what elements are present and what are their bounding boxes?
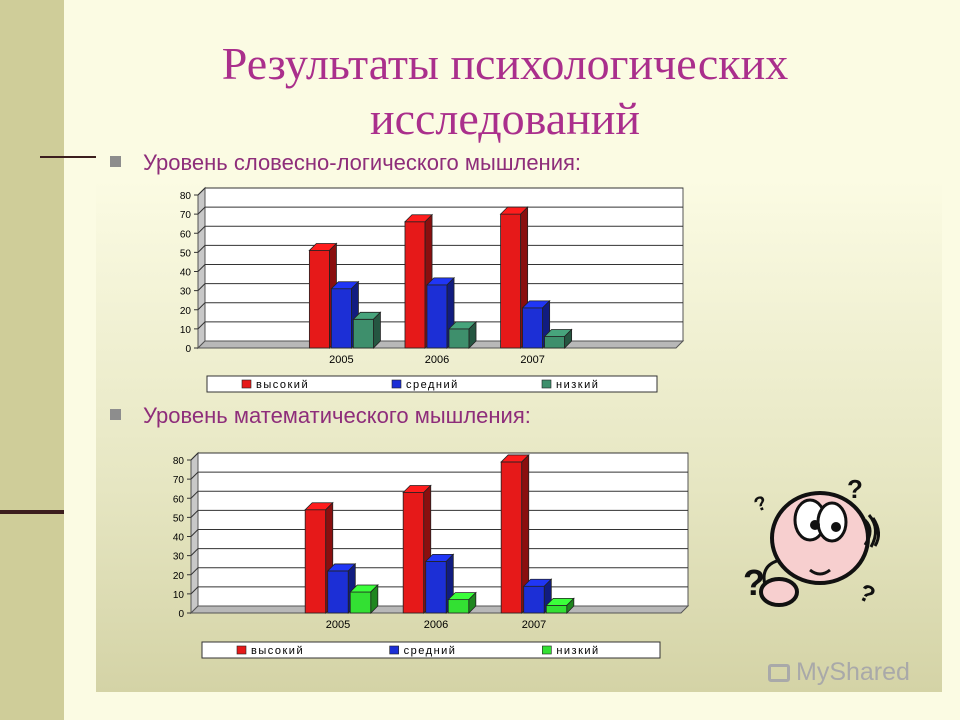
y-tick-label: 40 <box>173 533 185 544</box>
bar-средний-2005 <box>327 570 349 614</box>
thinking-person-icon: ? ? ? ? <box>743 474 880 610</box>
bullet-math-text: Уровень математического мышления: <box>143 403 531 428</box>
svg-text:?: ? <box>847 474 863 504</box>
legend-swatch-средний <box>389 645 399 655</box>
myshared-logo-icon <box>768 664 790 682</box>
legend-label-средний: средний <box>404 645 457 657</box>
bullet-square-icon <box>110 156 121 167</box>
divider-line-top <box>40 156 96 158</box>
legend-label-высокий: высокий <box>251 645 304 657</box>
y-tick-label: 50 <box>180 248 192 259</box>
y-tick-label: 80 <box>173 456 185 467</box>
bullet-verbal-logic-text: Уровень словесно-логического мышления: <box>143 150 582 175</box>
y-tick-label: 60 <box>180 229 192 240</box>
bullet-math: Уровень математического мышления: <box>110 403 531 429</box>
y-tick-label: 30 <box>173 552 185 563</box>
gridline <box>190 452 688 461</box>
bullet-verbal-logic: Уровень словесно-логического мышления: <box>110 150 581 176</box>
x-tick-label: 2005 <box>329 354 353 366</box>
title-line-1: Результаты психологических <box>221 38 789 89</box>
bar-side-низкий-2005 <box>373 311 381 349</box>
legend-swatch-низкий <box>541 379 552 389</box>
bar-высокий-2007 <box>500 461 523 614</box>
bar-side-низкий-2006 <box>468 591 477 614</box>
bar-side-низкий-2007 <box>566 597 575 614</box>
y-tick-label: 40 <box>180 268 192 279</box>
legend-swatch-средний <box>391 379 402 389</box>
gridline <box>197 187 683 196</box>
legend-label-низкий: низкий <box>556 379 599 391</box>
svg-text:?: ? <box>751 492 770 517</box>
y-tick-label: 70 <box>173 475 185 486</box>
svg-text:?: ? <box>743 562 765 603</box>
y-tick-label: 50 <box>173 513 185 524</box>
y-tick-label: 10 <box>173 590 185 601</box>
bar-side-низкий-2006 <box>468 320 477 349</box>
y-tick-label: 0 <box>178 609 184 620</box>
bar-side-низкий-2005 <box>370 583 379 614</box>
slide-title: Результаты психологических исследований <box>100 36 910 146</box>
x-tick-label: 2006 <box>424 619 448 631</box>
bar-низкий-2007 <box>545 604 568 614</box>
bar-высокий-2006 <box>402 492 425 614</box>
bar-низкий-2005 <box>349 591 372 614</box>
legend-swatch-высокий <box>236 645 247 655</box>
y-tick-label: 0 <box>185 344 191 355</box>
bar-side-низкий-2007 <box>564 328 573 349</box>
y-tick-label: 30 <box>180 287 192 298</box>
side-decoration-bar <box>0 0 64 720</box>
x-tick-label: 2005 <box>326 619 350 631</box>
svg-text:?: ? <box>854 579 879 610</box>
y-tick-label: 70 <box>180 210 192 221</box>
title-line-2: исследований <box>369 93 640 144</box>
watermark: MyShared <box>768 658 910 687</box>
legend-swatch-низкий <box>542 645 552 655</box>
y-tick-label: 80 <box>180 191 192 202</box>
bar-средний-2006 <box>425 560 447 614</box>
legend-swatch-высокий <box>241 379 252 389</box>
divider-line-bottom <box>0 510 64 514</box>
legend-label-средний: средний <box>406 379 459 391</box>
watermark-text: MyShared <box>796 658 910 686</box>
y-tick-label: 20 <box>180 306 192 317</box>
bullet-square-icon <box>110 409 121 420</box>
x-tick-label: 2007 <box>520 354 544 366</box>
legend-label-высокий: высокий <box>256 379 309 391</box>
x-tick-label: 2006 <box>425 354 449 366</box>
y-tick-label: 10 <box>180 325 192 336</box>
bar-низкий-2006 <box>447 599 470 614</box>
bar-высокий-2005 <box>304 509 327 614</box>
x-tick-label: 2007 <box>522 619 546 631</box>
bar-средний-2007 <box>523 585 545 614</box>
y-tick-label: 60 <box>173 494 185 505</box>
legend-label-низкий: низкий <box>556 645 599 657</box>
y-tick-label: 20 <box>173 571 185 582</box>
